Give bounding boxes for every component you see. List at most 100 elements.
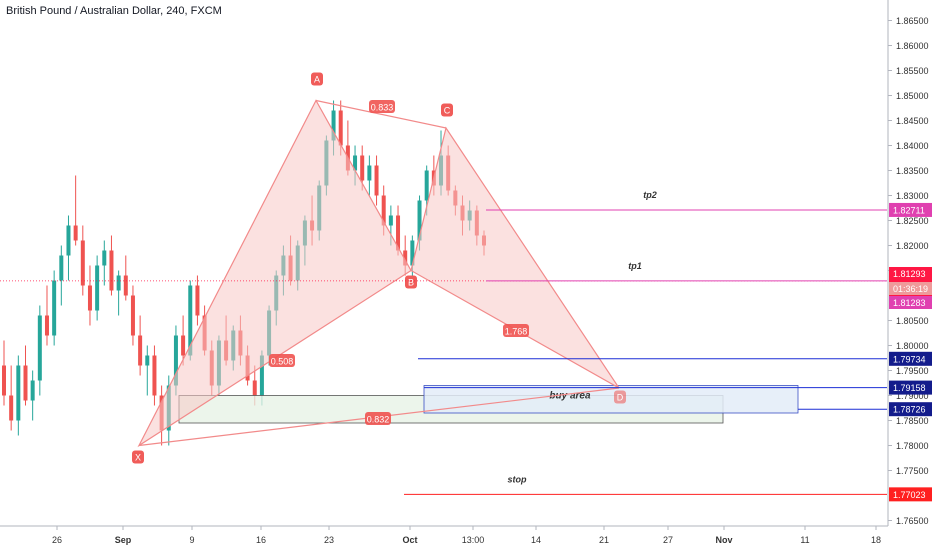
countdown-text: 01:36:19 [893,284,928,294]
candle-body [2,365,6,396]
time-tick-label: 14 [531,535,541,545]
time-tick-label: 18 [871,535,881,545]
candle-body [123,275,128,296]
buy-area-box [423,385,799,414]
candle-body [138,335,143,366]
candle-body [338,110,343,146]
candle-body [130,295,135,336]
price-tick-label: 1.83500 [896,166,929,176]
time-tick-label: 16 [256,535,266,545]
point-label-text: D [617,393,624,403]
ratio-label: 0.832 [365,412,391,425]
current-price-text: 1.81293 [893,269,926,279]
candle-body [145,355,150,366]
tag-tp2-text: 1.82711 [893,205,925,215]
ratio-label-bg [369,100,395,113]
tag-level-1: 1.79734 [889,351,932,366]
candle-body [116,275,121,291]
level-name-tp1: tp1 [628,261,642,271]
candle-body [66,225,71,256]
time-tick-label: 26 [52,535,62,545]
tag-tp2-bg [889,202,932,217]
time-tick-label: 23 [324,535,334,545]
candle-body [23,365,28,401]
candle-body [410,240,415,266]
tag-tp2: 1.82711 [889,202,932,217]
ratio-label: 0.833 [369,100,395,113]
price-axis: 1.86500 1.86000 1.85500 1.85000 1.84500 1.840… [887,0,932,550]
candle-body [173,335,178,386]
candle-body [102,250,107,266]
price-tick-label: 1.78500 [896,416,929,426]
tag-level-2: 1.79158 [889,380,932,395]
candle-body [73,225,78,241]
candle-body [353,155,358,171]
time-tick-label: 13:00 [462,535,485,545]
price-tick-label: 1.80500 [896,316,929,326]
price-tick-label: 1.78000 [896,441,929,451]
time-tick-label: 21 [599,535,609,545]
price-tick-label: 1.84000 [896,141,929,151]
candle-body [44,315,49,336]
price-tick-label: 1.77500 [896,466,929,476]
tag-level-2-bg [889,380,932,395]
pattern-line-ac [315,99,447,129]
point-label-text: A [314,75,320,85]
tag-stop-bg [889,487,932,502]
candle-body [9,395,14,421]
ratio-label-bg [503,324,529,337]
point-label-text: B [408,278,414,288]
pattern-triangle-xab [137,99,412,448]
current-price-tag: 1.81293 01:36:19 1.81283 [889,267,932,309]
candle-body [374,165,379,196]
price-tick-label: 1.86000 [896,41,929,51]
candle-body [181,335,186,356]
ratio-label-text: 1.768 [505,327,528,337]
candle-body [16,365,21,421]
point-label-x: X [132,450,144,464]
point-label-a: A [311,72,323,86]
time-tick-label: Sep [115,535,132,545]
candle-body [252,380,257,396]
price-tick-label: 1.82500 [896,216,929,226]
time-tick-label: 27 [663,535,673,545]
time-tick-label: Oct [402,535,417,545]
candle-body [152,355,157,396]
candle-body [30,380,35,401]
point-label-b: B [405,275,417,289]
ratio-label-text: 0.832 [367,415,390,425]
price-tick-label: 1.80000 [896,341,929,351]
candle-body [109,250,114,291]
buy-area-label: buy area [549,391,591,402]
ratio-label-text: 0.508 [271,357,294,367]
candle-body [95,265,100,311]
ratio-label-bg [365,412,391,425]
candle-body [80,240,85,286]
time-tick-label: 9 [189,535,194,545]
price-tick-label: 1.85500 [896,66,929,76]
countdown-bg [889,282,932,295]
tag-stop-text: 1.77023 [893,490,926,500]
price-tick-label: 1.76500 [896,516,929,526]
candle-body [195,285,200,316]
candle-body [52,280,57,336]
tag-level-3-bg [889,402,932,417]
point-label-bg [441,103,453,117]
tag-level-3: 1.78726 [889,402,932,417]
level-name-tp2: tp2 [643,190,657,200]
candle-body [417,200,422,241]
prev-price-text: 1.81283 [893,298,926,308]
tag-level-1-text: 1.79734 [893,354,926,364]
candle-body [188,285,193,356]
time-axis: 26 Sep 9 16 23 Oct 13:00 14 21 27 Nov 11 18 [0,525,932,550]
chart-title: British Pound / Australian Dollar, 240, … [6,5,222,17]
price-tick-label: 1.82000 [896,241,929,251]
tag-level-3-text: 1.78726 [893,405,926,415]
ratio-label: 1.768 [503,324,529,337]
point-label-bg [132,450,144,464]
price-tick-label: 1.84500 [896,116,929,126]
tag-level-1-bg [889,351,932,366]
price-tick-label: 1.79000 [896,391,929,401]
